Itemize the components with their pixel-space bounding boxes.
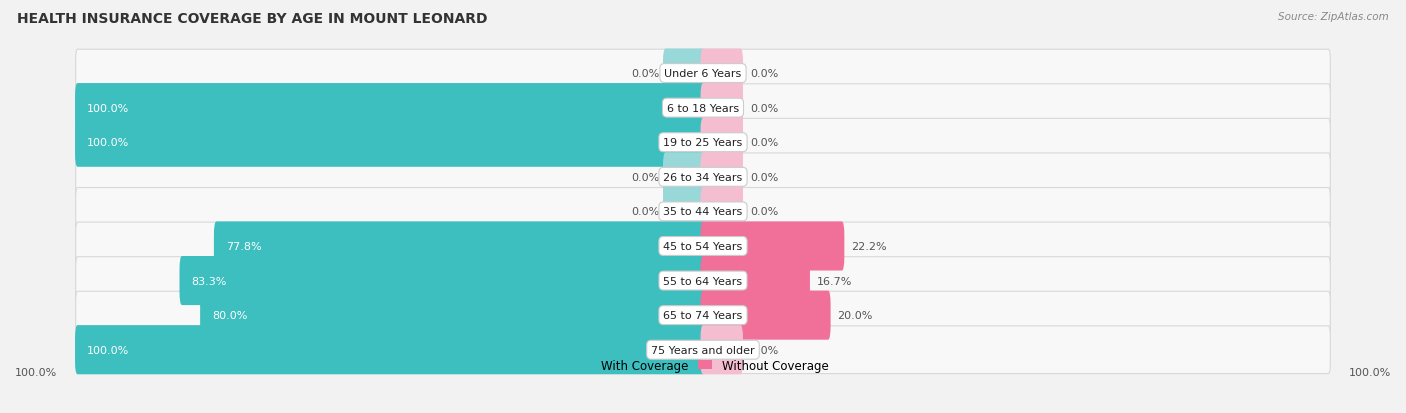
Text: 80.0%: 80.0% <box>212 311 247 320</box>
FancyBboxPatch shape <box>700 50 742 98</box>
FancyBboxPatch shape <box>76 257 1330 305</box>
Text: 0.0%: 0.0% <box>631 207 659 217</box>
FancyBboxPatch shape <box>214 222 706 271</box>
Text: 75 Years and older: 75 Years and older <box>651 345 755 355</box>
FancyBboxPatch shape <box>200 291 706 340</box>
FancyBboxPatch shape <box>700 188 742 236</box>
FancyBboxPatch shape <box>76 154 1330 201</box>
FancyBboxPatch shape <box>700 291 831 340</box>
Text: 55 to 64 Years: 55 to 64 Years <box>664 276 742 286</box>
FancyBboxPatch shape <box>76 292 1330 339</box>
Text: 45 to 54 Years: 45 to 54 Years <box>664 241 742 252</box>
Text: 6 to 18 Years: 6 to 18 Years <box>666 103 740 113</box>
Text: 100.0%: 100.0% <box>87 103 129 113</box>
FancyBboxPatch shape <box>76 85 1330 132</box>
Text: 100.0%: 100.0% <box>87 138 129 148</box>
FancyBboxPatch shape <box>76 326 1330 374</box>
FancyBboxPatch shape <box>700 153 742 202</box>
Text: 77.8%: 77.8% <box>226 241 262 252</box>
Text: 0.0%: 0.0% <box>749 69 778 79</box>
FancyBboxPatch shape <box>700 325 742 374</box>
Text: 100.0%: 100.0% <box>1348 367 1391 377</box>
FancyBboxPatch shape <box>700 84 742 133</box>
Text: 0.0%: 0.0% <box>749 207 778 217</box>
Text: 0.0%: 0.0% <box>749 138 778 148</box>
Text: 16.7%: 16.7% <box>817 276 852 286</box>
FancyBboxPatch shape <box>76 50 1330 98</box>
FancyBboxPatch shape <box>75 325 706 374</box>
Text: 0.0%: 0.0% <box>631 172 659 183</box>
Text: 0.0%: 0.0% <box>749 345 778 355</box>
FancyBboxPatch shape <box>76 223 1330 270</box>
Text: 26 to 34 Years: 26 to 34 Years <box>664 172 742 183</box>
Text: Under 6 Years: Under 6 Years <box>665 69 741 79</box>
Text: HEALTH INSURANCE COVERAGE BY AGE IN MOUNT LEONARD: HEALTH INSURANCE COVERAGE BY AGE IN MOUN… <box>17 12 488 26</box>
Legend: With Coverage, Without Coverage: With Coverage, Without Coverage <box>572 354 834 376</box>
FancyBboxPatch shape <box>664 50 706 98</box>
FancyBboxPatch shape <box>700 256 810 305</box>
FancyBboxPatch shape <box>75 119 706 167</box>
Text: 0.0%: 0.0% <box>749 172 778 183</box>
FancyBboxPatch shape <box>76 119 1330 167</box>
FancyBboxPatch shape <box>700 119 742 167</box>
Text: 100.0%: 100.0% <box>87 345 129 355</box>
Text: 83.3%: 83.3% <box>191 276 226 286</box>
Text: 19 to 25 Years: 19 to 25 Years <box>664 138 742 148</box>
Text: 0.0%: 0.0% <box>749 103 778 113</box>
Text: 100.0%: 100.0% <box>15 367 58 377</box>
FancyBboxPatch shape <box>75 84 706 133</box>
Text: 35 to 44 Years: 35 to 44 Years <box>664 207 742 217</box>
FancyBboxPatch shape <box>76 188 1330 236</box>
Text: 22.2%: 22.2% <box>851 241 887 252</box>
Text: 0.0%: 0.0% <box>631 69 659 79</box>
FancyBboxPatch shape <box>664 188 706 236</box>
Text: 20.0%: 20.0% <box>838 311 873 320</box>
FancyBboxPatch shape <box>700 222 845 271</box>
FancyBboxPatch shape <box>180 256 706 305</box>
FancyBboxPatch shape <box>664 153 706 202</box>
Text: 65 to 74 Years: 65 to 74 Years <box>664 311 742 320</box>
Text: Source: ZipAtlas.com: Source: ZipAtlas.com <box>1278 12 1389 22</box>
